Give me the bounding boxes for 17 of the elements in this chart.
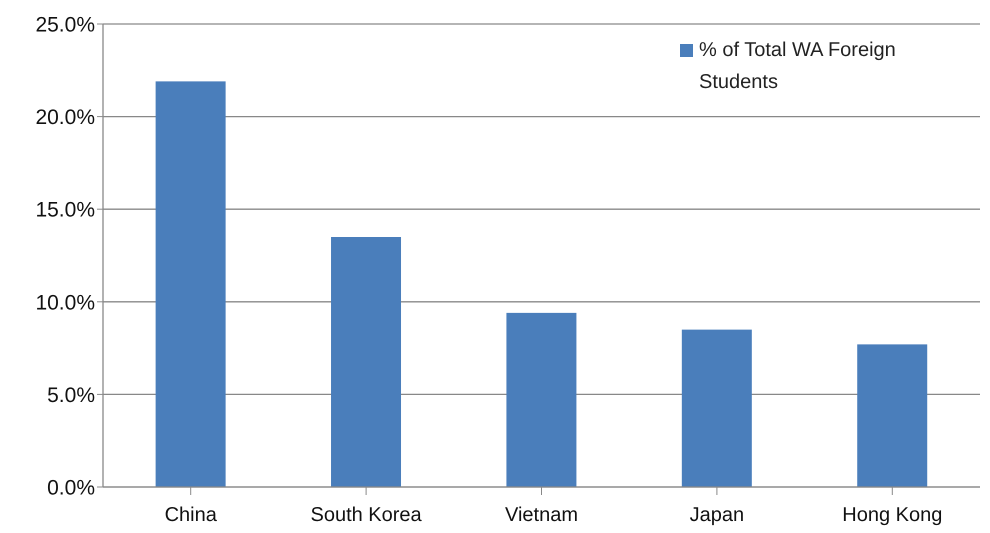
y-tick-label: 5.0% <box>47 384 95 407</box>
bar <box>331 236 402 487</box>
y-tick-label: 10.0% <box>35 291 95 314</box>
x-tick-label: China <box>164 504 218 526</box>
bar <box>156 81 226 487</box>
bar <box>857 344 928 487</box>
x-tick-label: Hong Kong <box>842 504 942 526</box>
legend-label: % of Total WA Foreign Students <box>699 38 897 95</box>
bar <box>506 312 576 487</box>
y-tick-label: 0.0% <box>47 476 95 500</box>
x-tick-label: Japan <box>690 504 744 526</box>
bar <box>682 330 752 487</box>
y-tick-label: 25.0% <box>35 13 95 36</box>
y-tick-label: 15.0% <box>35 198 95 222</box>
x-tick-label: South Korea <box>310 504 423 526</box>
x-tick-label: Vietnam <box>504 504 578 526</box>
y-tick-label: 20.0% <box>35 106 95 130</box>
